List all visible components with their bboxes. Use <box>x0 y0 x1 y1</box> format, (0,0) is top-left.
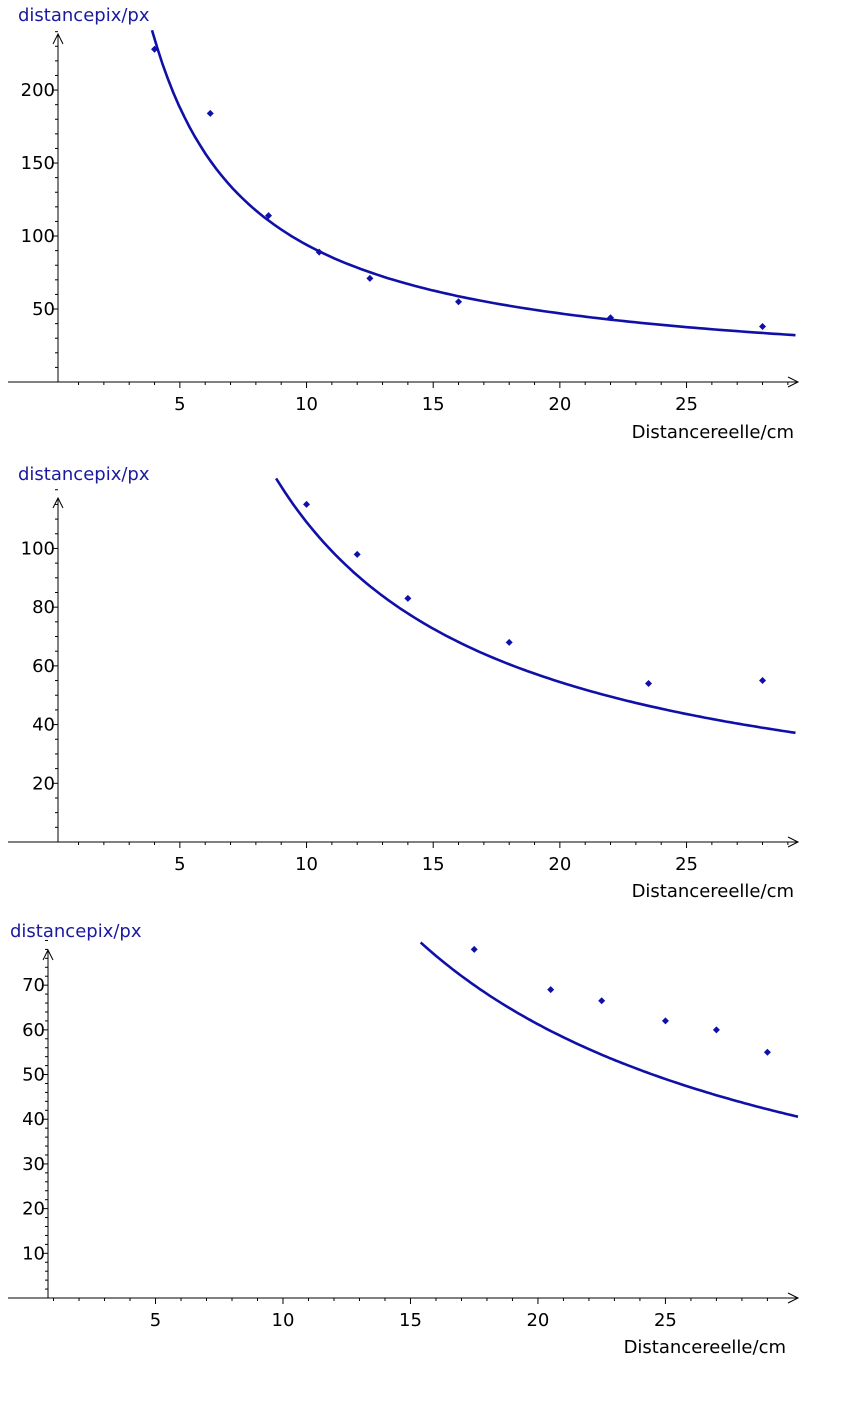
y-tick-label: 100 <box>21 226 55 247</box>
x-tick-label: 25 <box>675 394 698 415</box>
data-point <box>759 677 767 685</box>
y-tick-label: 40 <box>22 1109 45 1130</box>
data-point <box>505 638 513 646</box>
data-point <box>759 323 767 331</box>
x-tick-label: 20 <box>526 1310 549 1331</box>
x-axis-title: Distancereelle/cm <box>624 1337 786 1358</box>
y-tick-label: 150 <box>21 153 55 174</box>
y-axis-title: distancepix/px <box>18 464 150 485</box>
data-point <box>661 1017 669 1025</box>
fit-curve <box>150 29 796 337</box>
fit-curve <box>419 941 799 1118</box>
x-tick-label: 20 <box>548 854 571 875</box>
data-point <box>303 500 311 508</box>
y-tick-label: 60 <box>22 1020 45 1041</box>
data-point <box>470 945 478 953</box>
y-tick-label: 50 <box>22 1065 45 1086</box>
x-tick-label: 10 <box>295 854 318 875</box>
y-axis-arrowhead <box>42 948 54 961</box>
y-tick-label: 20 <box>22 1199 45 1220</box>
x-tick-label: 10 <box>272 1310 295 1331</box>
chart-panel-3: 5 10 15 20 25 10 20 30 40 50 60 70 distancepix/px Dis… <box>0 914 844 1364</box>
x-tick-label: 20 <box>548 394 571 415</box>
x-tick-label: 5 <box>174 394 185 415</box>
fit-curve <box>275 477 796 735</box>
data-point <box>607 314 615 322</box>
x-axis-title: Distancereelle/cm <box>632 422 794 443</box>
data-point <box>353 550 361 558</box>
data-point <box>547 986 555 994</box>
y-axis-title: distancepix/px <box>10 921 142 942</box>
y-tick-label: 50 <box>32 299 55 320</box>
chart-1: 5 10 15 20 25 50 100 150 200 distancepix/px Distan… <box>8 5 800 443</box>
x-axis-arrowhead <box>787 1292 800 1304</box>
data-point <box>712 1026 720 1034</box>
y-tick-label: 100 <box>21 538 55 559</box>
y-tick-label: 80 <box>32 597 55 618</box>
data-point <box>645 679 653 687</box>
y-tick-label: 200 <box>21 80 55 101</box>
data-point <box>455 298 463 306</box>
y-tick-label: 20 <box>32 773 55 794</box>
y-tick-label: 60 <box>32 656 55 677</box>
x-tick-label: 15 <box>422 394 445 415</box>
chart-panel-1: 5 10 15 20 25 50 100 150 200 distancepix/px Distan… <box>0 0 844 450</box>
x-tick-label: 15 <box>399 1310 422 1331</box>
data-point <box>366 274 374 282</box>
data-point <box>763 1048 771 1056</box>
x-tick-label: 25 <box>654 1310 677 1331</box>
data-point <box>404 594 412 602</box>
y-tick-label: 70 <box>22 975 45 996</box>
x-tick-label: 5 <box>174 854 185 875</box>
x-tick-label: 15 <box>422 854 445 875</box>
y-axis-arrowhead <box>52 32 64 45</box>
data-point <box>598 997 606 1005</box>
x-axis-arrowhead <box>787 836 800 848</box>
y-tick-label: 40 <box>32 715 55 736</box>
x-axis-title: Distancereelle/cm <box>632 881 794 902</box>
chart-3: 5 10 15 20 25 10 20 30 40 50 60 70 distancepix/px Dis… <box>8 921 800 1358</box>
data-point <box>315 248 323 256</box>
data-point <box>151 45 159 53</box>
x-tick-label: 10 <box>295 394 318 415</box>
y-tick-label: 30 <box>22 1154 45 1175</box>
x-tick-label: 25 <box>675 854 698 875</box>
data-point <box>206 109 214 117</box>
y-axis-arrowhead <box>52 496 64 509</box>
y-axis-title: distancepix/px <box>18 5 150 26</box>
chart-2: 5 10 15 20 25 20 40 60 80 100 distancepix/px Distan… <box>8 464 800 902</box>
data-point <box>265 212 273 220</box>
chart-panel-2: 5 10 15 20 25 20 40 60 80 100 distancepix/px Distan… <box>0 458 844 908</box>
y-tick-label: 10 <box>22 1243 45 1264</box>
x-tick-label: 5 <box>150 1310 161 1331</box>
x-axis-arrowhead <box>787 376 800 388</box>
